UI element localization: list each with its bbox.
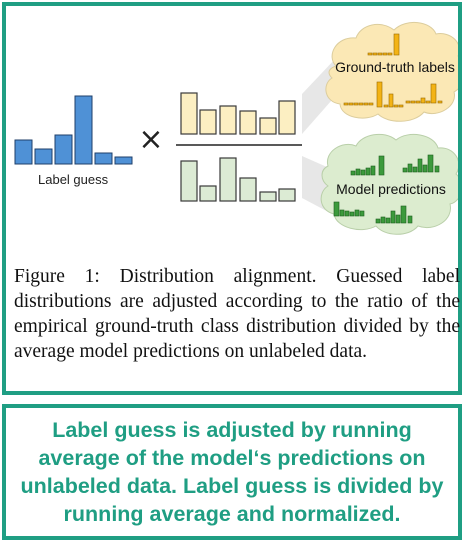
pred-mini-bar [349, 211, 355, 217]
pred-mini-bar [417, 158, 423, 173]
model-predictions-text: Model predictions [336, 181, 446, 197]
gt-mini-bar [388, 93, 394, 108]
denominator-bar [219, 157, 237, 202]
label-guess-bar [14, 139, 33, 165]
gt-mini-bar [425, 100, 431, 104]
summary-panel: Label guess is adjusted by running avera… [2, 404, 462, 540]
denominator-bar [239, 177, 257, 202]
denominator-bar [199, 185, 217, 202]
pred-mini-bar [395, 214, 401, 224]
gt-mini-bar [376, 81, 383, 108]
pred-mini-bar [359, 210, 365, 217]
gt-mini-bar [377, 52, 383, 56]
gt-mini-bar [358, 102, 364, 106]
pred-mini-bar [344, 210, 350, 217]
numerator-bar [180, 92, 198, 135]
numerator-bar [259, 117, 277, 135]
numerator-bars [180, 92, 296, 135]
pred-mini-bar [390, 210, 396, 224]
label-guess-bar [114, 156, 133, 165]
gt-mini-bars [343, 33, 443, 108]
figure-caption: Figure 1: Distribution alignment. Guesse… [14, 266, 460, 362]
pred-mini-bar [354, 209, 360, 217]
gt-mini-bar [372, 52, 378, 56]
figure-panel: Ground-truth labels [2, 2, 462, 395]
gt-mini-bar [405, 100, 411, 104]
pred-mini-bar [400, 205, 407, 224]
pred-mini-bar [355, 168, 361, 176]
gt-mini-bar [398, 104, 404, 108]
denominator-bars [180, 157, 296, 202]
model-predictions-cloud: Model predictions [320, 133, 458, 235]
gt-mini-bar [430, 83, 437, 104]
ground-truth-cloud-shape [325, 22, 458, 122]
pred-mini-bar [380, 216, 386, 224]
gt-mini-bar [393, 104, 399, 108]
denominator-bar [259, 191, 277, 202]
gt-mini-bar [415, 100, 421, 104]
pred-mini-bar [365, 167, 371, 176]
gt-mini-bar [420, 97, 426, 104]
gt-mini-bar [353, 102, 359, 106]
pred-mini-bar [370, 165, 376, 176]
pred-mini-bar [360, 169, 366, 176]
gt-mini-bar [363, 102, 369, 106]
multiply-symbol: × [138, 122, 163, 157]
ground-truth-cloud: Ground-truth labels [325, 22, 458, 122]
pred-mini-bar [434, 165, 440, 173]
label-guess-bar [54, 134, 73, 165]
pred-mini-bar [375, 218, 381, 224]
gt-mini-bar [382, 52, 388, 56]
summary-text: Label guess is adjusted by running avera… [20, 418, 444, 526]
numerator-bar [278, 100, 296, 135]
gt-mini-bar [410, 100, 416, 104]
label-guess-text: Label guess [38, 172, 109, 187]
denominator-bar [278, 188, 296, 202]
pred-mini-bar [333, 201, 340, 217]
numerator-bar [219, 105, 237, 135]
pred-mini-bar [412, 166, 418, 173]
pred-mini-bar [427, 154, 434, 173]
denominator-bar [180, 160, 198, 202]
pred-mini-bar [422, 164, 428, 173]
gt-mini-bar [367, 52, 373, 56]
gt-mini-bar [387, 52, 393, 56]
pred-mini-bar [378, 155, 385, 176]
label-guess-bar [74, 95, 93, 165]
label-guess-bar [94, 152, 113, 165]
pred-mini-bar [407, 215, 413, 224]
gt-mini-bar [437, 100, 443, 104]
pred-mini-bar [339, 209, 345, 217]
model-predictions-cloud-shape [320, 133, 458, 235]
pred-mini-bar [385, 217, 391, 224]
pred-mini-bars [333, 154, 440, 224]
gt-mini-bar [368, 102, 374, 106]
numerator-bar [199, 109, 217, 135]
label-guess-bars [14, 95, 133, 165]
gt-mini-bar [383, 104, 389, 108]
pred-mini-bar [402, 167, 408, 173]
numerator-bar [239, 110, 257, 135]
gt-mini-bar [393, 33, 400, 56]
gt-mini-bar [343, 102, 349, 106]
label-guess-bar [34, 148, 53, 165]
distribution-alignment-diagram: Ground-truth labels [14, 22, 458, 235]
gt-mini-bar [348, 102, 354, 106]
pred-mini-bar [350, 170, 356, 176]
pred-mini-bar [407, 163, 413, 173]
ground-truth-labels-text: Ground-truth labels [335, 59, 455, 75]
